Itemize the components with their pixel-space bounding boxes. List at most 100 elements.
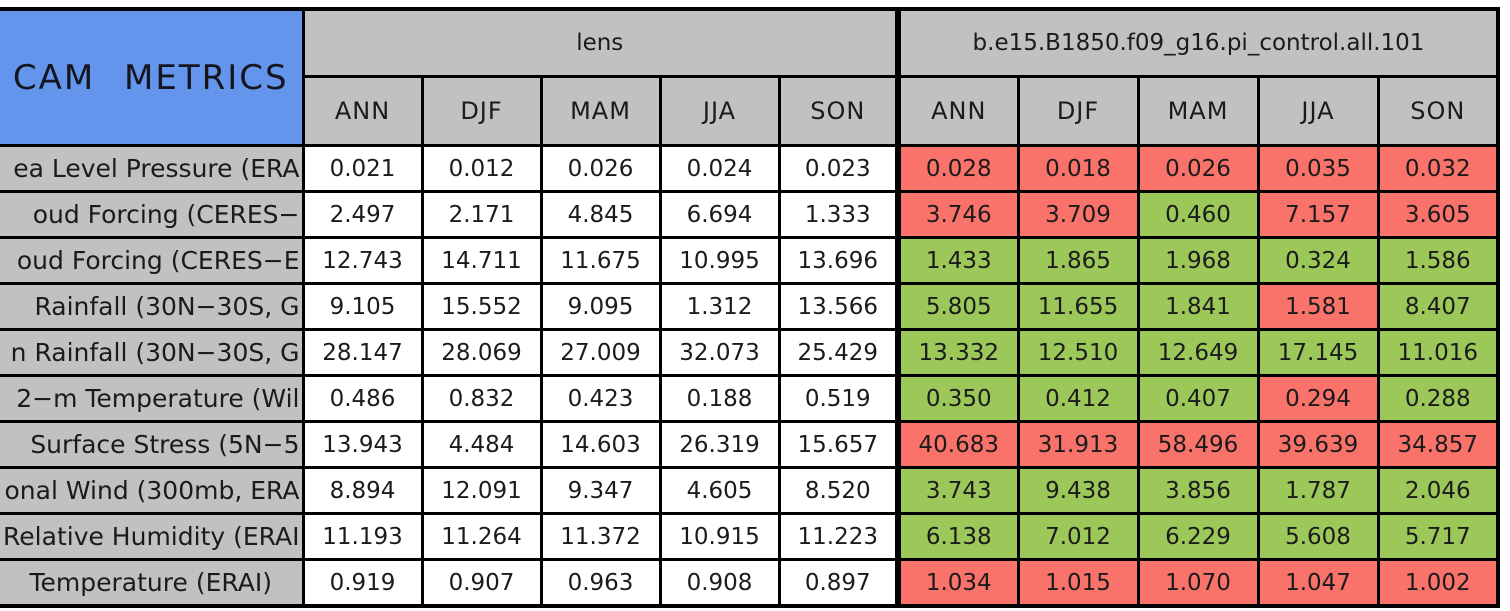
lens-value-cell: 0.908 <box>658 558 781 608</box>
row-label: Surface Stress (5N−5 <box>0 420 305 469</box>
lens-value-cell: 9.095 <box>539 282 662 331</box>
control-value-cell-better: 12.649 <box>1136 328 1260 377</box>
control-value-cell-better: 6.138 <box>895 512 1020 561</box>
control-value-cell-worse: 0.032 <box>1376 144 1500 193</box>
control-value-cell-better: 3.743 <box>895 466 1020 515</box>
group-header-row: CAM METRICS lens b.e15.B1850.f09_g16.pi_… <box>0 7 1500 147</box>
control-value-cell-worse: 40.683 <box>895 420 1020 469</box>
control-value-cell-better: 0.350 <box>895 374 1020 423</box>
lens-value-cell: 14.603 <box>539 420 662 469</box>
table-row: Temperature (ERAI) 0.919 0.907 0.963 0.908 0.… <box>0 558 1500 608</box>
lens-value-cell: 0.023 <box>777 144 900 193</box>
control-value-cell-better: 0.412 <box>1016 374 1140 423</box>
lens-value-cell: 11.372 <box>539 512 662 561</box>
control-value-cell-better: 1.968 <box>1136 236 1260 285</box>
control-value-cell-worse: 0.026 <box>1136 144 1260 193</box>
table-row: n Rainfall (30N−30S, G 28.147 28.069 27.009… <box>0 328 1500 377</box>
lens-value-cell: 8.894 <box>301 466 424 515</box>
control-value-cell-better: 0.288 <box>1376 374 1500 423</box>
lens-value-cell: 0.963 <box>539 558 662 608</box>
control-value-cell-worse: 31.913 <box>1016 420 1140 469</box>
lens-value-cell: 14.711 <box>420 236 543 285</box>
lens-value-cell: 0.021 <box>301 144 424 193</box>
control-value-cell-better: 2.046 <box>1376 466 1500 515</box>
season-header-control-jja: JJA <box>1256 75 1380 147</box>
control-value-cell-better: 12.510 <box>1016 328 1140 377</box>
season-header-lens-mam: MAM <box>539 75 662 147</box>
lens-value-cell: 8.520 <box>777 466 900 515</box>
lens-value-cell: 25.429 <box>777 328 900 377</box>
lens-value-cell: 9.347 <box>539 466 662 515</box>
control-value-cell-better: 0.324 <box>1256 236 1380 285</box>
group-header-control-run: b.e15.B1850.f09_g16.pi_control.all.101 <box>895 7 1500 78</box>
lens-value-cell: 11.675 <box>539 236 662 285</box>
lens-value-cell: 28.069 <box>420 328 543 377</box>
season-header-lens-djf: DJF <box>420 75 543 147</box>
table-row: Relative Humidity (ERAI 11.193 11.264 11.37… <box>0 512 1500 561</box>
control-value-cell-better: 1.586 <box>1376 236 1500 285</box>
control-value-cell-worse: 1.034 <box>895 558 1020 608</box>
table-row: ea Level Pressure (ERA 0.021 0.012 0.026 0.0… <box>0 144 1500 193</box>
lens-value-cell: 15.552 <box>420 282 543 331</box>
control-value-cell-better: 1.865 <box>1016 236 1140 285</box>
row-label: Rainfall (30N−30S, G <box>0 282 305 331</box>
lens-value-cell: 11.223 <box>777 512 900 561</box>
lens-value-cell: 0.024 <box>658 144 781 193</box>
control-value-cell-better: 0.407 <box>1136 374 1260 423</box>
table-body: ea Level Pressure (ERA 0.021 0.012 0.026 0.0… <box>0 144 1500 608</box>
lens-value-cell: 2.171 <box>420 190 543 239</box>
table-row: Surface Stress (5N−5 13.943 4.484 14.603 26.… <box>0 420 1500 469</box>
lens-value-cell: 6.694 <box>658 190 781 239</box>
control-value-cell-worse: 0.294 <box>1256 374 1380 423</box>
lens-value-cell: 26.319 <box>658 420 781 469</box>
control-value-cell-worse: 1.047 <box>1256 558 1380 608</box>
table-row: Rainfall (30N−30S, G 9.105 15.552 9.095 1.31… <box>0 282 1500 331</box>
lens-value-cell: 9.105 <box>301 282 424 331</box>
row-label: ea Level Pressure (ERA <box>0 144 305 193</box>
row-label: oud Forcing (CERES−E <box>0 236 305 285</box>
lens-value-cell: 0.188 <box>658 374 781 423</box>
season-header-lens-jja: JJA <box>658 75 781 147</box>
lens-value-cell: 12.743 <box>301 236 424 285</box>
control-value-cell-worse: 7.157 <box>1256 190 1380 239</box>
control-value-cell-worse: 1.015 <box>1016 558 1140 608</box>
row-label: Temperature (ERAI) <box>0 558 305 608</box>
row-label: Relative Humidity (ERAI <box>0 512 305 561</box>
table-row: oud Forcing (CERES−E 12.743 14.711 11.675 10… <box>0 236 1500 285</box>
control-value-cell-better: 0.460 <box>1136 190 1260 239</box>
control-value-cell-worse: 3.746 <box>895 190 1020 239</box>
lens-value-cell: 0.486 <box>301 374 424 423</box>
lens-value-cell: 28.147 <box>301 328 424 377</box>
lens-value-cell: 10.995 <box>658 236 781 285</box>
control-value-cell-worse: 1.002 <box>1376 558 1500 608</box>
lens-value-cell: 0.026 <box>539 144 662 193</box>
cam-metrics-table-wrap: CAM METRICS lens b.e15.B1850.f09_g16.pi_… <box>0 7 1500 608</box>
control-value-cell-worse: 0.035 <box>1256 144 1380 193</box>
table-row: 2−m Temperature (Wil 0.486 0.832 0.423 0.188… <box>0 374 1500 423</box>
season-header-lens-ann: ANN <box>303 75 424 147</box>
control-value-cell-better: 13.332 <box>895 328 1020 377</box>
lens-value-cell: 0.907 <box>420 558 543 608</box>
control-value-cell-better: 11.655 <box>1016 282 1140 331</box>
lens-value-cell: 4.484 <box>420 420 543 469</box>
control-value-cell-worse: 39.639 <box>1256 420 1380 469</box>
lens-value-cell: 4.845 <box>539 190 662 239</box>
lens-value-cell: 32.073 <box>658 328 781 377</box>
season-header-control-djf: DJF <box>1016 75 1140 147</box>
lens-value-cell: 1.312 <box>658 282 781 331</box>
control-value-cell-worse: 34.857 <box>1376 420 1500 469</box>
lens-value-cell: 0.832 <box>420 374 543 423</box>
lens-value-cell: 2.497 <box>301 190 424 239</box>
control-value-cell-better: 6.229 <box>1136 512 1260 561</box>
control-value-cell-better: 11.016 <box>1376 328 1500 377</box>
lens-value-cell: 0.919 <box>301 558 424 608</box>
control-value-cell-better: 5.805 <box>895 282 1020 331</box>
season-header-row: ANN DJF MAM JJA SON ANN DJF MAM JJA SON <box>0 75 1500 147</box>
lens-value-cell: 0.519 <box>777 374 900 423</box>
lens-value-cell: 11.264 <box>420 512 543 561</box>
season-header-control-son: SON <box>1376 75 1500 147</box>
table-row: onal Wind (300mb, ERA 8.894 12.091 9.347 4.6… <box>0 466 1500 515</box>
season-header-lens-son: SON <box>777 75 900 147</box>
control-value-cell-worse: 1.581 <box>1256 282 1380 331</box>
